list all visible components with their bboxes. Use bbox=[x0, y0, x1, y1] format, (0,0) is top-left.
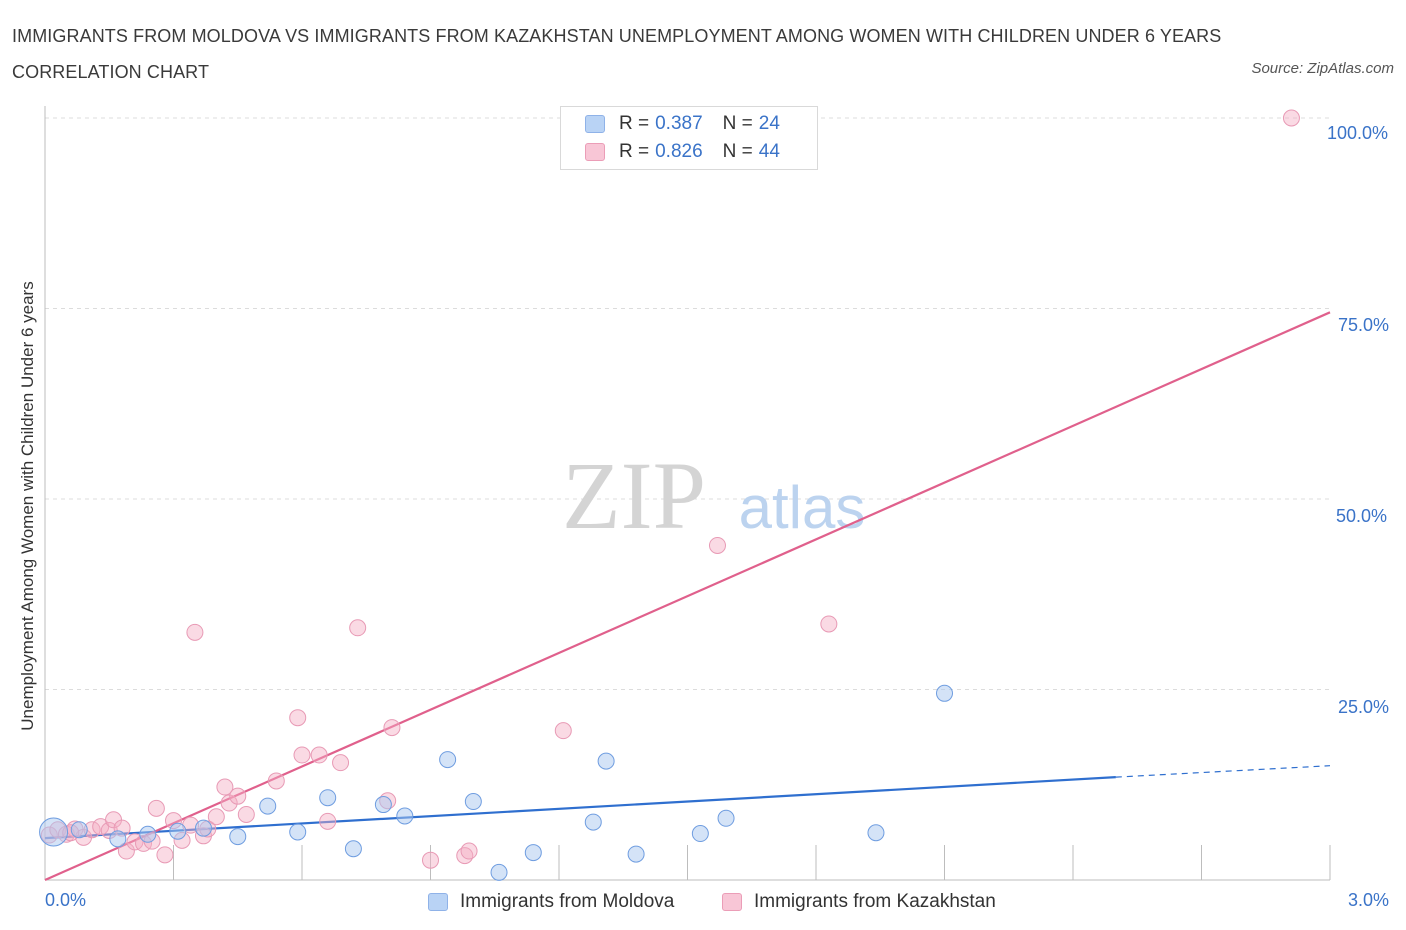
y-tick-label: 50.0% bbox=[1336, 506, 1388, 526]
point-kazakhstan bbox=[147, 799, 165, 817]
point-moldova bbox=[70, 821, 88, 839]
point-moldova bbox=[597, 752, 615, 770]
legend-label-moldova: Immigrants from Moldova bbox=[460, 891, 675, 912]
point-moldova bbox=[319, 789, 337, 807]
point-moldova bbox=[717, 809, 735, 827]
bottom-legend-kazakhstan: Immigrants from Kazakhstan bbox=[722, 888, 996, 916]
legend-swatch-kazakhstan bbox=[722, 893, 742, 911]
bottom-legend-moldova: Immigrants from Moldova bbox=[428, 888, 674, 916]
legend-label-kazakhstan: Immigrants from Kazakhstan bbox=[754, 891, 996, 912]
point-moldova bbox=[524, 844, 542, 862]
y-tick-label: 100.0% bbox=[1327, 123, 1389, 143]
legend-n-value-moldova: 24 bbox=[758, 113, 780, 134]
point-moldova bbox=[396, 807, 414, 825]
source-label: Source: ZipAtlas.com bbox=[1251, 60, 1394, 77]
legend-row-moldova: R = 0.387 N = 24 bbox=[585, 110, 780, 138]
point-kazakhstan bbox=[267, 772, 285, 790]
point-kazakhstan bbox=[383, 719, 401, 737]
x-tick-label-min: 0.0% bbox=[45, 890, 87, 910]
legend-r-label: R = bbox=[619, 141, 650, 162]
point-kazakhstan bbox=[156, 846, 174, 864]
trendline-moldova-extension bbox=[1115, 765, 1331, 778]
point-moldova bbox=[867, 824, 885, 842]
y-tick-label: 75.0% bbox=[1338, 315, 1390, 335]
point-moldova bbox=[464, 793, 482, 811]
point-moldova bbox=[169, 822, 187, 840]
legend-swatch-kazakhstan bbox=[585, 143, 605, 161]
legend-n-label: N = bbox=[722, 113, 753, 134]
data-points bbox=[39, 109, 1300, 881]
correlation-legend: R = 0.387 N = 24 R = 0.826 N = 44 bbox=[560, 106, 818, 170]
point-moldova bbox=[374, 796, 392, 814]
point-moldova bbox=[584, 813, 602, 831]
point-kazakhstan bbox=[349, 619, 367, 637]
point-moldova bbox=[439, 751, 457, 769]
point-moldova bbox=[627, 845, 645, 863]
axes bbox=[44, 106, 1331, 881]
trendline-kazakhstan bbox=[44, 311, 1331, 882]
point-kazakhstan bbox=[186, 623, 204, 641]
point-kazakhstan bbox=[460, 842, 478, 860]
watermark-atlas: atlas bbox=[739, 474, 866, 541]
watermark-zip: ZIP bbox=[562, 442, 706, 549]
point-moldova bbox=[194, 819, 212, 837]
legend-n-value-kazakhstan: 44 bbox=[758, 141, 780, 162]
point-kazakhstan bbox=[1282, 109, 1300, 127]
watermark: ZIP atlas bbox=[562, 442, 865, 549]
point-kazakhstan bbox=[117, 842, 135, 860]
point-kazakhstan bbox=[126, 833, 144, 851]
grid-lines bbox=[45, 117, 1330, 690]
point-kazakhstan bbox=[708, 536, 726, 554]
point-moldova bbox=[259, 797, 277, 815]
legend-swatch-moldova bbox=[428, 893, 448, 911]
point-moldova bbox=[109, 830, 127, 848]
legend-r-value-kazakhstan: 0.826 bbox=[655, 141, 703, 162]
point-kazakhstan bbox=[220, 794, 238, 812]
trendline-moldova bbox=[44, 776, 1116, 840]
point-kazakhstan bbox=[293, 746, 311, 764]
legend-swatch-moldova bbox=[585, 115, 605, 133]
point-moldova bbox=[139, 825, 157, 843]
point-kazakhstan bbox=[289, 709, 307, 727]
point-moldova bbox=[39, 817, 69, 847]
chart-title: IMMIGRANTS FROM MOLDOVA VS IMMIGRANTS FR… bbox=[12, 26, 1222, 82]
y-axis-title: Unemployment Among Women with Children U… bbox=[18, 281, 37, 731]
point-kazakhstan bbox=[229, 787, 247, 805]
legend-n-label: N = bbox=[722, 141, 753, 162]
point-moldova bbox=[344, 840, 362, 858]
point-kazakhstan bbox=[310, 746, 328, 764]
legend-r-label: R = bbox=[619, 113, 650, 134]
point-kazakhstan bbox=[319, 812, 337, 830]
point-kazakhstan bbox=[422, 851, 439, 869]
point-moldova bbox=[936, 684, 953, 702]
point-kazakhstan bbox=[216, 778, 234, 796]
point-kazakhstan bbox=[554, 722, 572, 740]
x-tick-label-max: 3.0% bbox=[1348, 890, 1390, 910]
point-kazakhstan bbox=[820, 615, 838, 633]
point-kazakhstan bbox=[332, 754, 350, 772]
legend-row-kazakhstan: R = 0.826 N = 44 bbox=[585, 138, 780, 166]
point-kazakhstan bbox=[237, 805, 255, 823]
y-tick-label: 25.0% bbox=[1338, 697, 1390, 717]
trend-lines bbox=[44, 311, 1331, 882]
legend-r-value-moldova: 0.387 bbox=[655, 113, 703, 134]
point-moldova bbox=[289, 823, 307, 841]
point-moldova bbox=[691, 825, 709, 843]
point-moldova bbox=[229, 828, 247, 846]
point-kazakhstan bbox=[207, 808, 225, 826]
point-moldova bbox=[490, 863, 508, 881]
